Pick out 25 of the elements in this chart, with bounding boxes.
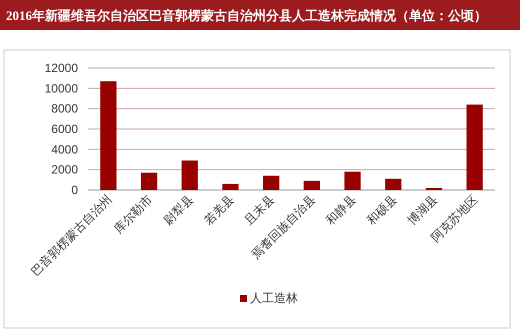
bar [100, 81, 116, 190]
y-tick-label: 8000 [51, 102, 78, 116]
legend-label: 人工造林 [250, 291, 298, 305]
bar [344, 172, 361, 190]
bar [140, 172, 158, 190]
x-tick-label: 和硕县 [364, 192, 400, 228]
x-tick-label: 且末县 [242, 192, 278, 228]
bar [304, 180, 320, 190]
y-tick-label: 10000 [44, 81, 78, 96]
bar [263, 176, 280, 190]
y-tick-label: 2000 [51, 162, 78, 177]
bar [222, 184, 239, 190]
y-tick-label: 4000 [51, 142, 78, 156]
y-tick-label: 0 [71, 183, 78, 197]
x-tick-label: 和静县 [323, 192, 359, 228]
y-tick-label: 12000 [44, 61, 78, 75]
x-tick-label: 若羌县 [201, 192, 237, 228]
bar [385, 178, 402, 190]
bar [466, 104, 483, 190]
y-tick-label: 6000 [51, 122, 78, 136]
bar [182, 160, 198, 190]
x-tick-label: 尉犁县 [160, 192, 196, 228]
chart-title: 2016年新疆维吾尔自治区巴音郭楞蒙古自治州分县人工造林完成情况（单位：公顷） [6, 8, 487, 23]
x-tick-label: 博湖县 [404, 192, 440, 228]
x-tick-label: 库尔勒市 [111, 192, 156, 236]
